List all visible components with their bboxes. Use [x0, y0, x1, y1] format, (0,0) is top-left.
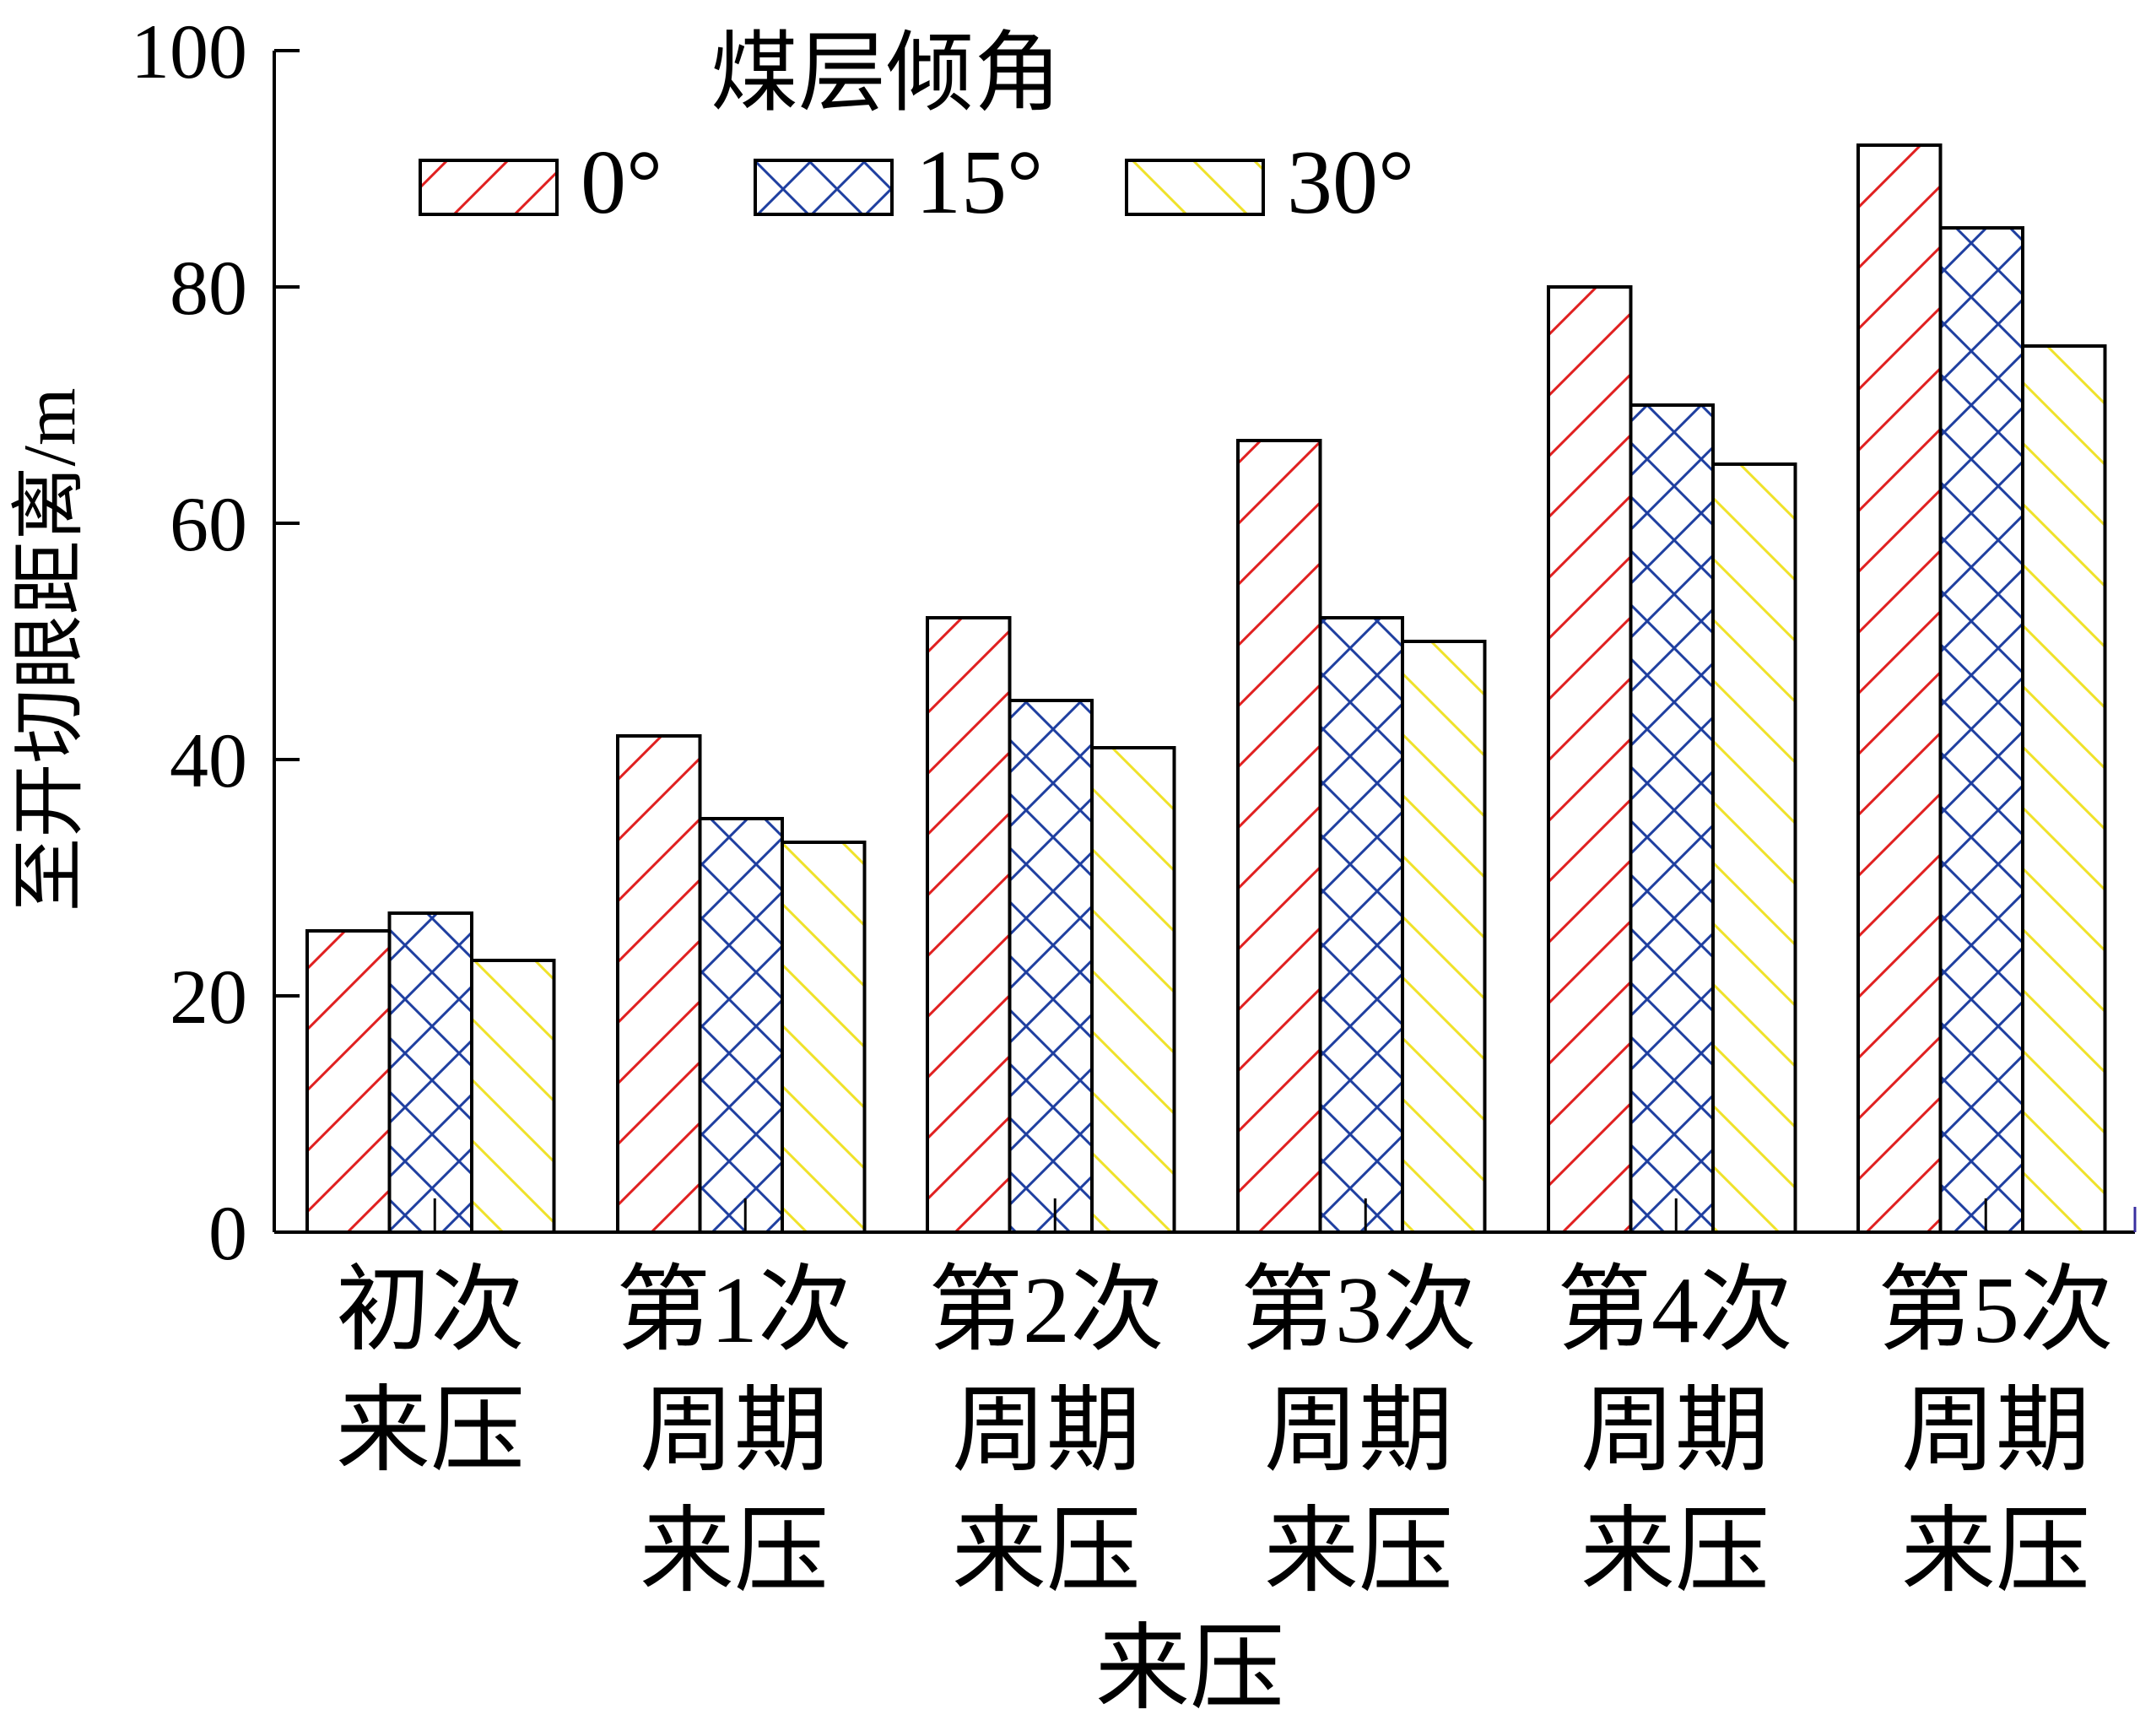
bar-3-series-2	[1008, 699, 1094, 1234]
y-tick-label-0: 0	[208, 1190, 247, 1276]
legend-title: 煤层倾角	[711, 25, 1062, 122]
legend-label-1: 0°	[581, 132, 662, 233]
legend: 煤层倾角 0° 15° 30°	[419, 25, 1414, 233]
bar-1-series-2	[387, 911, 473, 1234]
bar-3-series-3	[1090, 746, 1176, 1234]
x-tick-label-2-line-1: 第1次	[616, 1258, 852, 1363]
legend-label-3: 30°	[1287, 132, 1414, 233]
bar-4-series-2	[1318, 616, 1404, 1234]
x-tick-label-4-line-2: 周期	[1264, 1379, 1453, 1484]
x-tick-label-5-line-1: 第4次	[1557, 1258, 1793, 1363]
bar-1-series-3	[470, 959, 556, 1234]
bar-6-series-2	[1938, 226, 2024, 1234]
x-tick-label-1-line-1: 初次	[336, 1258, 525, 1363]
x-axis-title: 来压	[1095, 1617, 1284, 1722]
y-tick-label-4: 80	[170, 245, 247, 331]
x-tick-label-2-line-3: 来压	[640, 1500, 829, 1604]
x-tick-label-6-line-2: 周期	[1901, 1379, 2090, 1484]
axes-layer: 020406080100至开切眼距离/m初次来压第1次周期来压第2次周期来压第3…	[9, 8, 2137, 1722]
x-tick-label-3-line-3: 来压	[952, 1500, 1141, 1604]
bar-2-series-2	[698, 817, 784, 1234]
x-tick-label-4-line-1: 第3次	[1240, 1258, 1477, 1363]
bar-4-series-3	[1401, 640, 1487, 1234]
legend-swatch-3	[1125, 159, 1265, 216]
x-tick-label-4-line-3: 来压	[1264, 1500, 1453, 1604]
x-tick-label-2-line-2: 周期	[640, 1379, 829, 1484]
bar-5-series-1	[1547, 285, 1633, 1234]
x-tick-label-6-line-3: 来压	[1901, 1500, 2090, 1604]
bar-6-series-1	[1856, 143, 1943, 1234]
x-tick-label-5-line-3: 来压	[1581, 1500, 1770, 1604]
legend-swatch-1	[419, 159, 559, 216]
bar-5-series-3	[1711, 462, 1797, 1234]
bars-layer	[305, 143, 2107, 1234]
legend-swatch-2	[754, 159, 894, 216]
y-tick-label-3: 60	[170, 481, 247, 567]
legend-label-2: 15°	[916, 132, 1043, 233]
x-tick-label-5-line-2: 周期	[1581, 1379, 1770, 1484]
bar-6-series-3	[2021, 344, 2107, 1234]
x-tick-label-3-line-2: 周期	[952, 1379, 1141, 1484]
y-axis-title: 至开切眼距离/m	[9, 388, 91, 912]
x-tick-label-3-line-1: 第2次	[928, 1258, 1165, 1363]
x-tick-label-6-line-1: 第5次	[1878, 1258, 2114, 1363]
bar-3-series-1	[926, 616, 1012, 1234]
bar-2-series-1	[616, 734, 702, 1234]
bar-1-series-1	[305, 929, 392, 1234]
y-tick-label-5: 100	[131, 8, 247, 95]
bar-4-series-1	[1236, 439, 1322, 1234]
bar-5-series-2	[1629, 403, 1715, 1234]
bar-2-series-3	[781, 841, 867, 1234]
y-tick-label-2: 40	[170, 717, 247, 803]
x-tick-label-1-line-2: 来压	[336, 1379, 525, 1484]
y-tick-label-1: 20	[170, 954, 247, 1040]
